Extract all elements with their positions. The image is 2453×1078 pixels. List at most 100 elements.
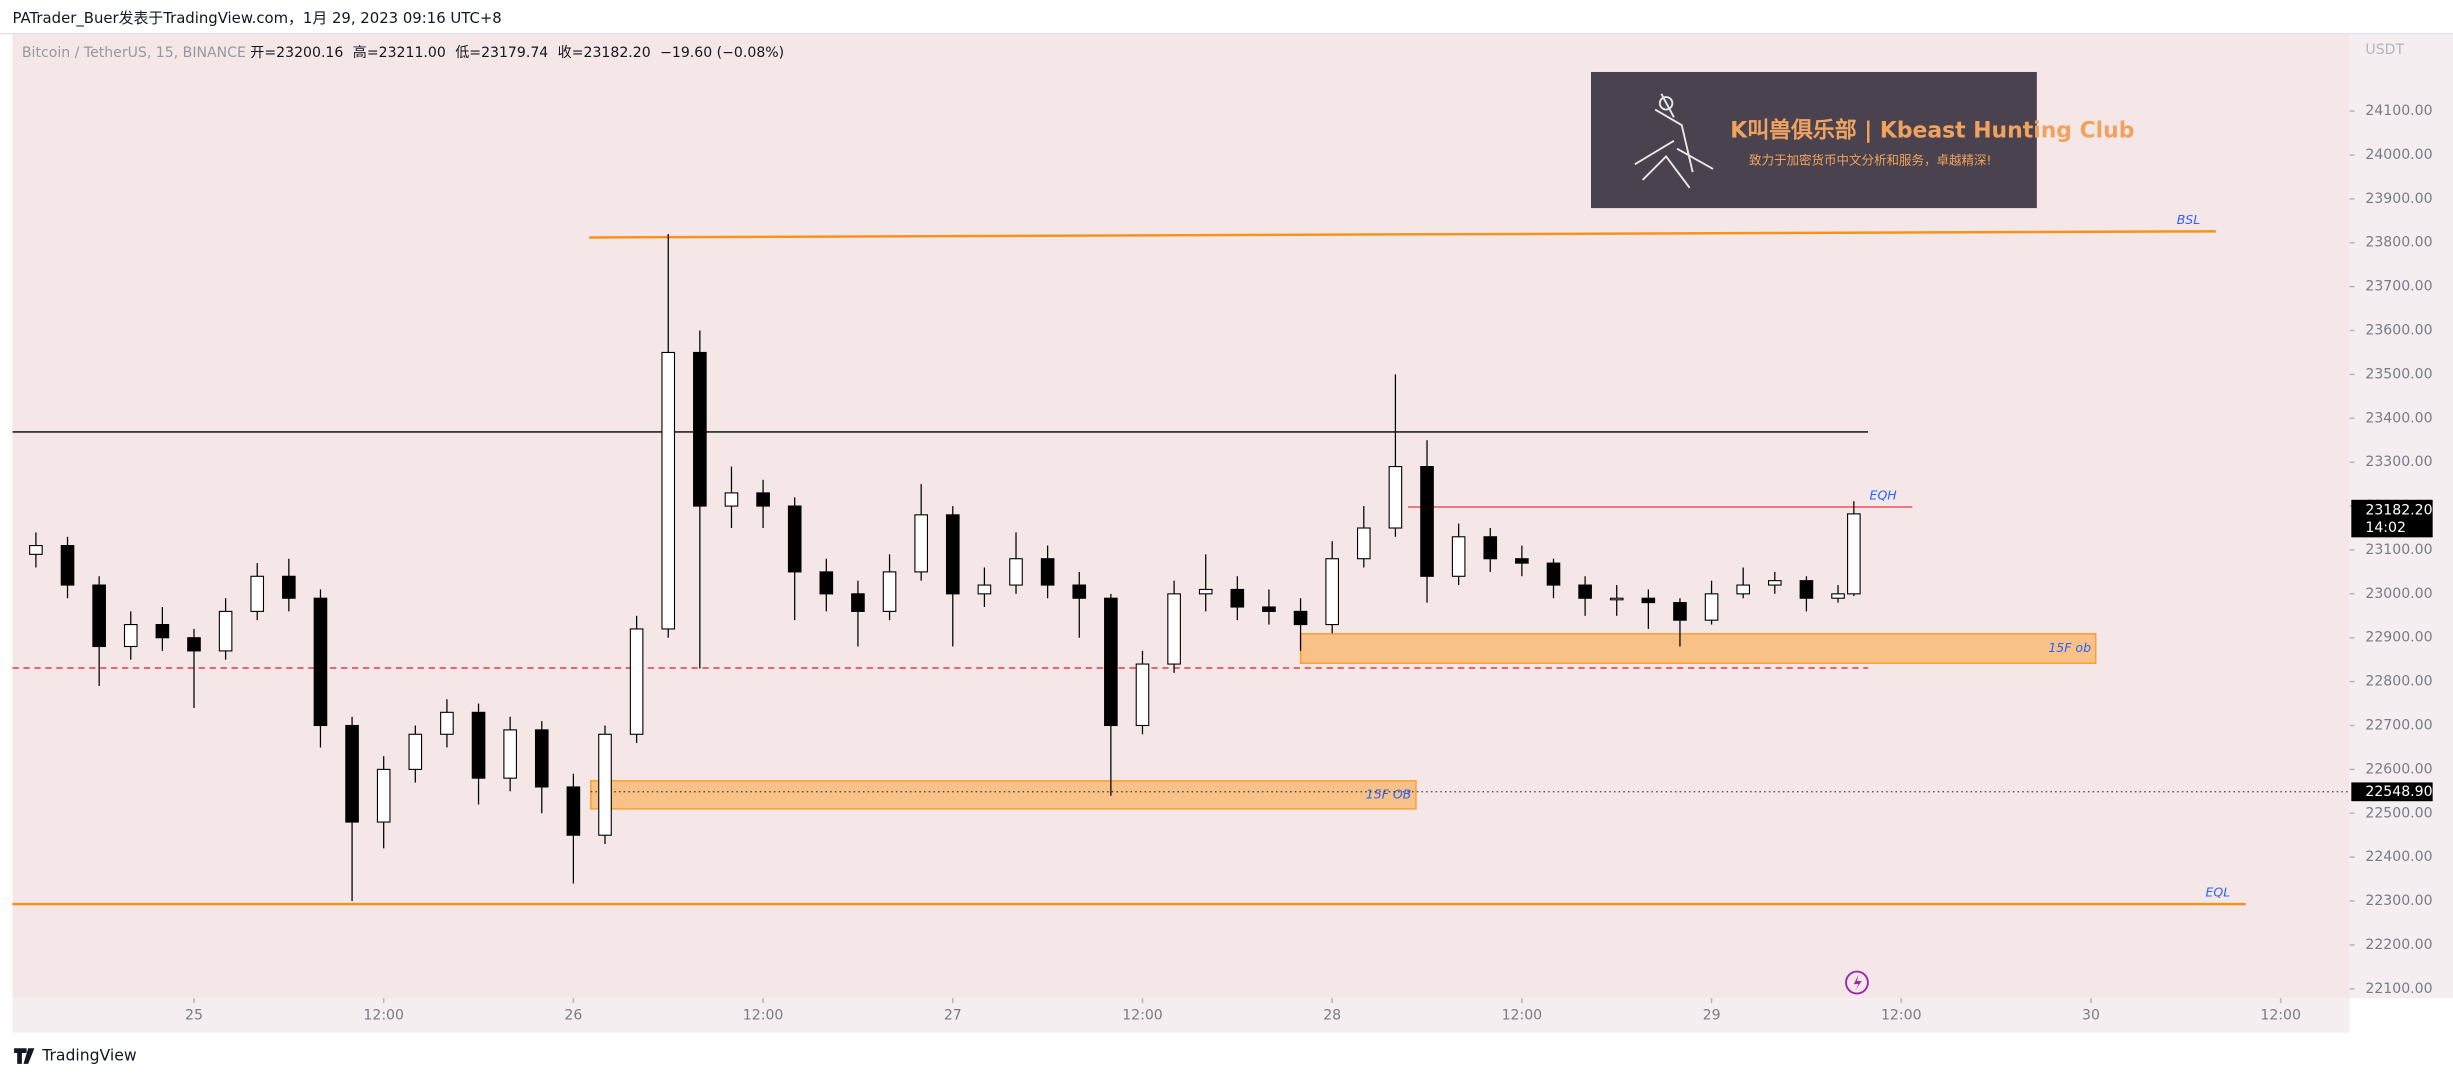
candle-body	[882, 571, 897, 612]
candle-body	[1736, 584, 1750, 595]
candle-body	[534, 729, 549, 788]
candle-body	[155, 624, 170, 639]
candle-body	[503, 729, 517, 779]
zone-label: 15F OB	[1366, 786, 1411, 801]
candle-body	[29, 545, 43, 555]
x-tick-label: 27	[944, 1007, 962, 1023]
candle-body	[1799, 580, 1814, 599]
last-price-label: 23182.20	[2365, 503, 2432, 519]
candle-body	[1293, 610, 1308, 626]
y-tick-label: 23000.00	[2365, 586, 2432, 602]
candle-body	[1009, 558, 1023, 586]
x-tick-label: 25	[185, 1007, 203, 1023]
candle-body	[345, 724, 359, 823]
y-tick-label: 22800.00	[2365, 674, 2432, 690]
ohlc-value: 低=23179.74	[455, 45, 548, 61]
candle-body	[1515, 558, 1529, 564]
price-level-label: 22548.90	[2365, 784, 2432, 800]
candle-body	[313, 597, 328, 727]
last-price-tag	[2351, 499, 2433, 538]
watermark-subtitle: 致力于加密货币中文分析和服务，卓越精深!	[1749, 153, 1992, 168]
candle-body	[1578, 584, 1592, 599]
x-tick-label: 12:00	[743, 1007, 784, 1023]
price-level-tag	[2351, 782, 2433, 802]
ohlc-value: 开=23200.16	[250, 45, 343, 61]
alert-icon[interactable]	[1845, 970, 1869, 995]
y-tick-label: 23700.00	[2365, 279, 2432, 295]
y-tick-label: 23800.00	[2365, 235, 2432, 251]
time-axis	[12, 998, 2350, 1033]
candle-body	[1135, 663, 1150, 727]
candle-body	[1673, 602, 1687, 621]
y-tick-label: 23100.00	[2365, 542, 2432, 558]
candle-body	[1198, 588, 1213, 595]
ohlc-value: 高=23211.00	[353, 44, 446, 61]
candle-body	[218, 610, 233, 652]
zone-label: 15F ob	[2048, 640, 2091, 655]
x-tick-label: 12:00	[1881, 1007, 1922, 1023]
candle-body	[851, 593, 865, 612]
symbol: Bitcoin / TetherUS, 15, BINANCE	[22, 45, 246, 61]
x-tick-label: 28	[1323, 1007, 1341, 1023]
y-tick-label: 22700.00	[2365, 717, 2432, 733]
y-tick-label: 22300.00	[2365, 893, 2432, 909]
layer: 22100.00 22200.00 22300.00 22400.00 22500.00…	[12, 103, 2433, 1023]
x-tick-label: 12:00	[2260, 1007, 2301, 1023]
y-tick-label: 22500.00	[2365, 805, 2432, 821]
candle-body	[123, 624, 138, 648]
footer: TradingView	[41, 1046, 137, 1065]
candle-body	[629, 628, 644, 735]
candle-body	[1831, 593, 1845, 599]
candle-body	[1356, 527, 1371, 560]
change: −19.60 (−0.08%)	[660, 45, 784, 61]
watermark-title: K叫兽俱乐部 | Kbeast Hunting Club	[1730, 117, 2134, 143]
candle-body	[1388, 466, 1403, 529]
level-line	[589, 230, 2216, 239]
order-block	[1299, 632, 2097, 664]
candle-body	[724, 492, 739, 507]
candle-body	[661, 351, 676, 630]
candle-body	[1167, 593, 1181, 665]
y-tick-label: 23900.00	[2365, 191, 2432, 207]
y-tick-label: 23600.00	[2365, 323, 2432, 339]
y-tick-label: 22400.00	[2365, 849, 2432, 865]
y-tick-label: 24100.00	[2365, 103, 2432, 119]
level-label: EQL	[2206, 885, 2231, 900]
candle-body	[471, 711, 486, 779]
watermark-logo	[1634, 93, 1714, 189]
candle-body	[756, 492, 770, 507]
ohlc-value: 收=23182.20	[558, 45, 651, 61]
x-tick-label: 30	[2082, 1007, 2100, 1023]
candle-body	[60, 545, 75, 586]
candle-body	[1420, 466, 1434, 577]
candle-body	[977, 584, 992, 595]
candle-body	[1704, 593, 1719, 621]
candle-body	[1451, 536, 1466, 577]
candle-body	[250, 575, 265, 612]
candle-body	[598, 733, 612, 836]
y-tick-label: 23300.00	[2365, 454, 2432, 470]
tv-logo	[14, 1048, 35, 1064]
y-axis-label: USDT	[2365, 42, 2404, 58]
candle-body	[1230, 588, 1245, 608]
candle-body	[1483, 536, 1498, 560]
candle-body	[282, 575, 296, 599]
x-tick-label: 12:00	[1502, 1007, 1543, 1023]
candle-body	[914, 514, 928, 573]
y-tick-label: 24000.00	[2365, 147, 2432, 163]
x-tick-label: 12:00	[1122, 1007, 1163, 1023]
y-tick-label: 22600.00	[2365, 761, 2432, 777]
candle-body	[187, 637, 201, 652]
candle-body	[1847, 513, 1861, 595]
candle-body	[376, 768, 391, 823]
y-tick-label: 23500.00	[2365, 366, 2432, 382]
candle-body	[1262, 606, 1276, 612]
y-tick-label: 23400.00	[2365, 410, 2432, 426]
y-tick-label: 22100.00	[2365, 981, 2432, 997]
order-block	[589, 780, 1417, 810]
candle-body	[1325, 558, 1339, 626]
level-label: BSL	[2177, 212, 2201, 227]
level-label: EQH	[1870, 487, 1898, 502]
